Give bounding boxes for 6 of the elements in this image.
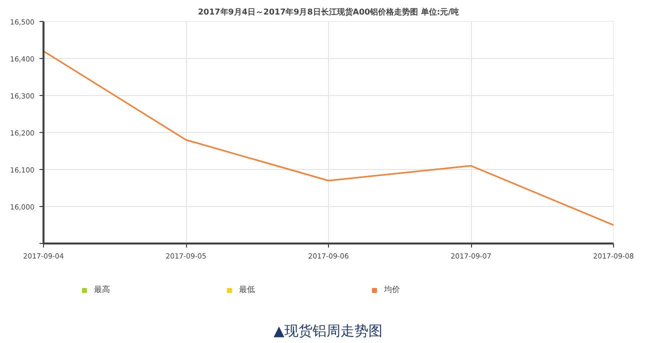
line-series: [44, 50, 614, 226]
text: ▲现货铝周走势图: [274, 324, 382, 340]
legend-label: 最高: [94, 284, 111, 295]
legend-label: 均价: [384, 284, 401, 295]
legend-label: 最低: [239, 284, 256, 295]
chart-title: 2017年9月4日～2017年9月8日长江现货A00铝价格走势图 单位:元/吨: [198, 8, 460, 16]
